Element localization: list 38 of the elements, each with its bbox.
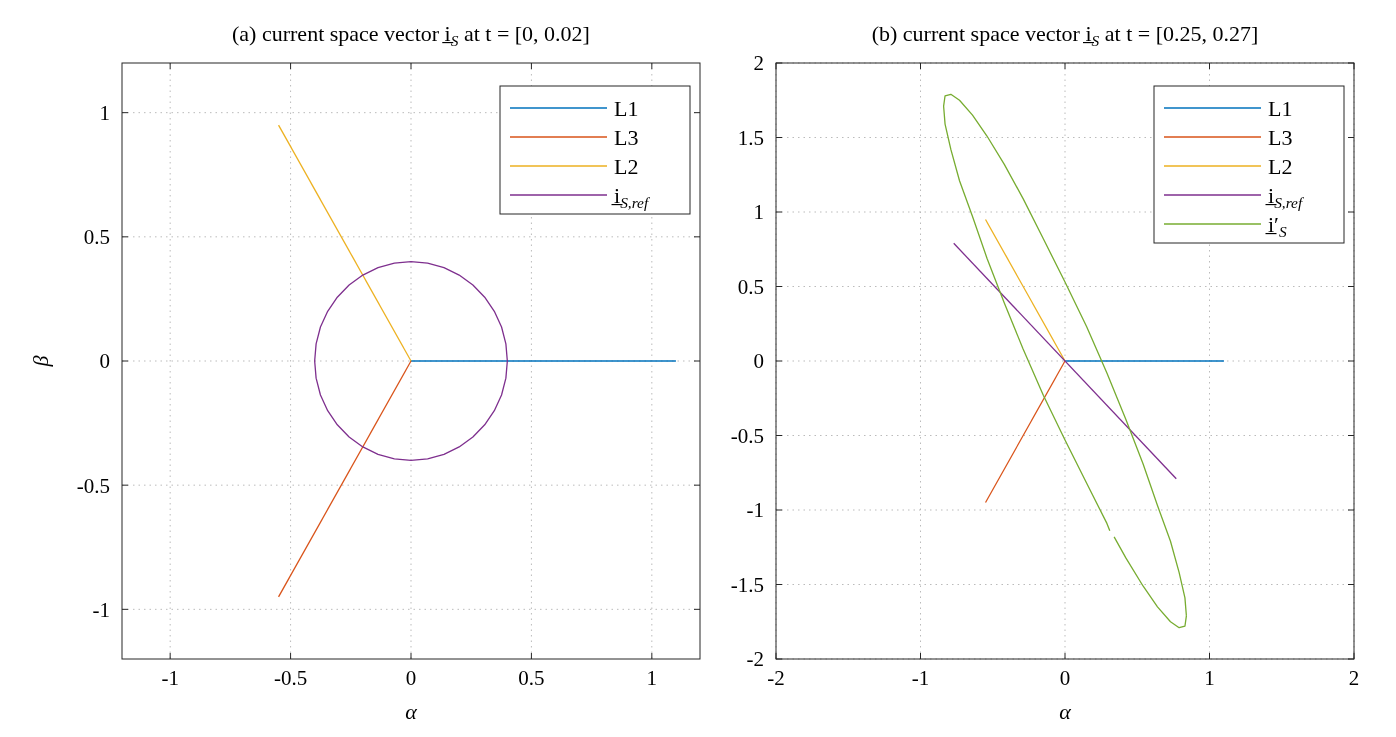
x-tick-label: 1 [1204,666,1215,690]
x-tick-label: 1 [646,666,658,690]
x-tick-label: 0 [405,666,417,690]
y-tick-label: -1 [92,597,110,622]
y-tick-label: -0.5 [730,423,764,448]
y-tick-label: 0.5 [83,225,110,250]
y-tick-label: -0.5 [76,473,110,498]
legend-label: i̲$_{S,ref}$ [611,182,651,211]
legend-label: i̲$_{S,ref}$ [1265,182,1305,211]
y-tick-label: 0 [753,349,764,374]
y-tick-label: 2 [753,51,764,76]
legend-label: i̲′$_{S}$ [1265,211,1287,240]
y-tick-label: 1.5 [737,125,764,150]
x-tick-label: 2 [1348,666,1360,690]
legend-label: L3 [1268,124,1293,150]
legend-label: L1 [1268,95,1293,121]
y-axis-title: β [28,355,53,368]
y-tick-label: 1 [753,200,764,225]
y-tick-label: -1 [746,498,764,523]
y-tick-label: -2 [746,647,764,672]
y-tick-label: 0.5 [737,274,764,299]
x-axis-title: α [405,699,418,724]
x-tick-label: 0.5 [518,666,545,690]
legend-label: L1 [614,95,639,121]
chart-title: (a) current space vector i̲$_{S}$ at t = [0, 0.02] [232,21,590,49]
line-series [314,261,508,461]
y-tick-label: 0 [99,349,110,374]
chart-title: (b) current space vector i̲$_{S}$ at t = [0.25, 0.27] [871,21,1259,49]
legend-label: L2 [1268,153,1293,179]
x-axis-title: α [1059,699,1072,724]
y-tick-label: -1.5 [730,572,764,597]
x-tick-label: -1 [161,666,179,690]
x-tick-label: -0.5 [273,666,308,690]
x-tick-label: 0 [1059,666,1071,690]
x-tick-label: -1 [911,666,930,690]
legend-label: L2 [614,153,639,179]
legend-label: L3 [614,124,639,150]
y-tick-label: 1 [99,101,110,126]
